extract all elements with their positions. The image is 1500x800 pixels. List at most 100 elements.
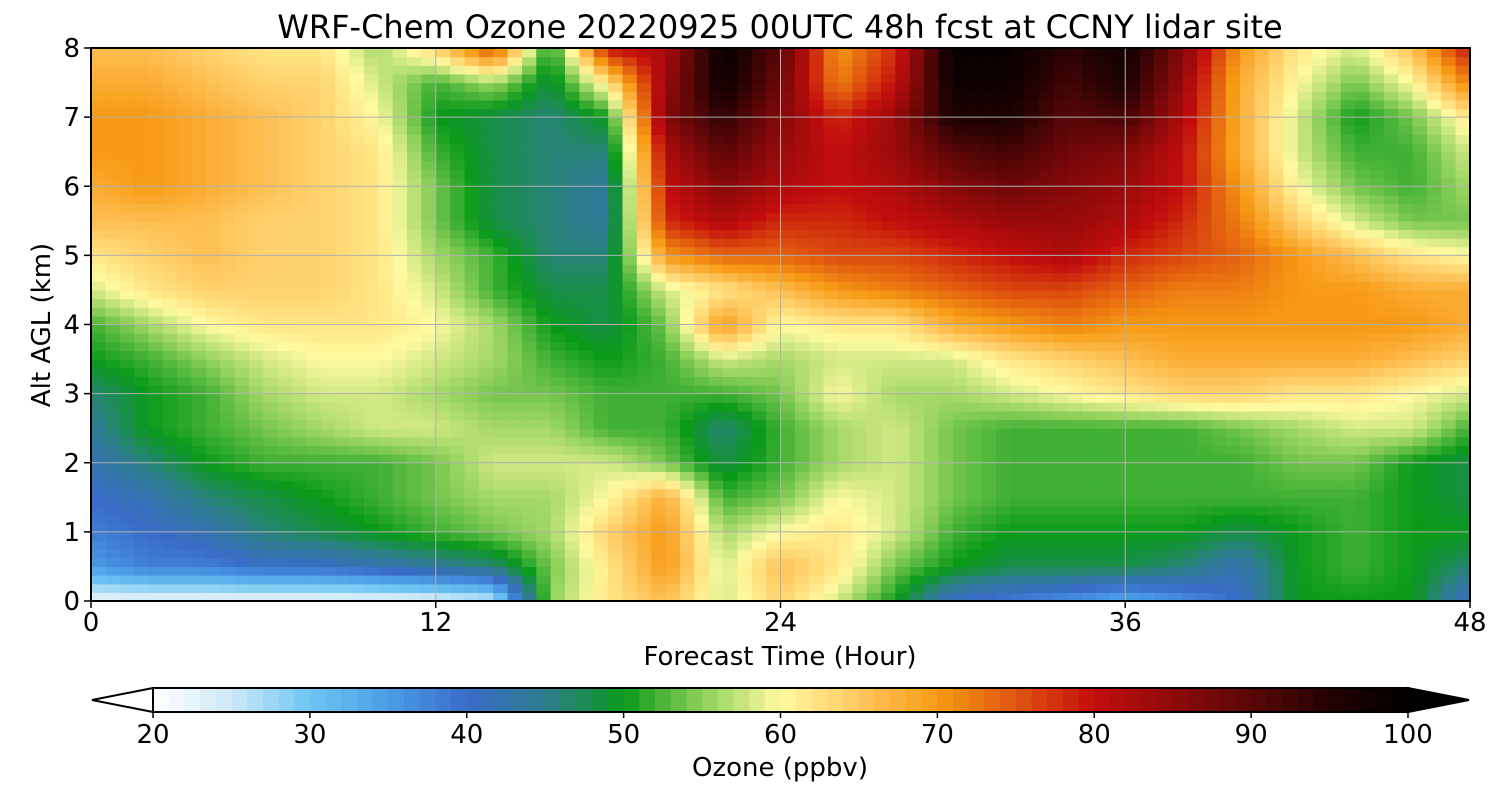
heatmap-cell bbox=[1082, 177, 1098, 187]
heatmap-cell bbox=[1441, 246, 1457, 256]
heatmap-cell bbox=[435, 462, 451, 472]
heatmap-cell bbox=[335, 255, 351, 265]
heatmap-cell bbox=[924, 341, 940, 352]
heatmap-cell bbox=[507, 194, 523, 205]
heatmap-cell bbox=[119, 497, 135, 507]
heatmap-cell bbox=[378, 255, 394, 265]
heatmap-cell bbox=[177, 419, 193, 429]
heatmap-cell bbox=[320, 393, 336, 403]
heatmap-cell bbox=[205, 246, 221, 256]
heatmap-cell bbox=[866, 497, 882, 507]
heatmap-cell bbox=[852, 419, 868, 429]
heatmap-cell bbox=[320, 575, 336, 585]
heatmap-cell bbox=[952, 359, 968, 369]
heatmap-cell bbox=[952, 315, 968, 326]
heatmap-cell bbox=[306, 186, 322, 196]
heatmap-cell bbox=[924, 203, 940, 213]
heatmap-cell bbox=[780, 186, 796, 196]
heatmap-cell bbox=[981, 505, 997, 516]
heatmap-cell bbox=[320, 454, 336, 464]
heatmap-cell bbox=[622, 454, 638, 464]
heatmap-cell bbox=[579, 281, 595, 291]
heatmap-cell bbox=[493, 194, 509, 205]
heatmap-cell bbox=[866, 194, 882, 205]
heatmap-cell bbox=[392, 531, 408, 542]
heatmap-cell bbox=[119, 220, 135, 231]
heatmap-cell bbox=[1254, 186, 1270, 196]
heatmap-cell bbox=[1254, 264, 1270, 274]
heatmap-cell bbox=[895, 471, 911, 481]
heatmap-cell bbox=[723, 376, 738, 386]
heatmap-cell bbox=[507, 384, 523, 395]
heatmap-cell bbox=[134, 143, 150, 153]
heatmap-cell bbox=[1340, 324, 1356, 334]
heatmap-cell bbox=[191, 557, 207, 568]
heatmap-cell bbox=[909, 497, 925, 507]
heatmap-cell bbox=[665, 359, 681, 369]
heatmap-cell bbox=[1355, 220, 1371, 231]
heatmap-cell bbox=[263, 333, 279, 343]
heatmap-cell bbox=[550, 384, 566, 395]
heatmap-cell bbox=[608, 557, 624, 568]
heatmap-cell bbox=[1398, 402, 1414, 412]
heatmap-cell bbox=[981, 480, 997, 490]
heatmap-cell bbox=[1096, 575, 1112, 585]
heatmap-cell bbox=[636, 393, 652, 403]
heatmap-cell bbox=[636, 454, 652, 464]
heatmap-cell bbox=[694, 264, 710, 274]
heatmap-cell bbox=[593, 384, 609, 395]
heatmap-cell bbox=[1053, 151, 1069, 161]
heatmap-cell bbox=[292, 376, 308, 386]
heatmap-cell bbox=[249, 186, 264, 196]
heatmap-cell bbox=[593, 462, 609, 472]
heatmap-cell bbox=[708, 168, 724, 179]
heatmap-cell bbox=[995, 315, 1011, 326]
heatmap-cell bbox=[378, 246, 394, 256]
heatmap-cell bbox=[148, 264, 164, 274]
heatmap-cell bbox=[464, 151, 480, 161]
heatmap-cell bbox=[421, 592, 437, 602]
heatmap-cell bbox=[1369, 575, 1385, 585]
heatmap-cell bbox=[1197, 238, 1213, 248]
heatmap-cell bbox=[464, 350, 480, 360]
heatmap-cell bbox=[636, 168, 652, 179]
heatmap-cell bbox=[924, 289, 940, 300]
heatmap-cell bbox=[306, 566, 322, 576]
heatmap-cell bbox=[1398, 194, 1414, 205]
heatmap-cell bbox=[1369, 160, 1385, 170]
heatmap-cell bbox=[119, 212, 135, 222]
heatmap-cell bbox=[1096, 384, 1112, 395]
heatmap-cell bbox=[435, 212, 451, 222]
heatmap-cell bbox=[234, 488, 250, 498]
heatmap-cell bbox=[1240, 583, 1256, 593]
heatmap-cell bbox=[723, 229, 738, 239]
heatmap-cell bbox=[565, 454, 580, 464]
heatmap-cell bbox=[1283, 540, 1299, 550]
heatmap-cell bbox=[407, 540, 422, 550]
heatmap-cell bbox=[809, 281, 825, 291]
heatmap-cell bbox=[119, 393, 135, 403]
heatmap-cell bbox=[952, 203, 968, 213]
heatmap-cell bbox=[363, 168, 379, 179]
heatmap-cell bbox=[349, 540, 365, 550]
heatmap-cell bbox=[780, 436, 796, 447]
heatmap-cell bbox=[1340, 428, 1356, 438]
heatmap-cell bbox=[407, 583, 422, 593]
heatmap-cell bbox=[407, 480, 422, 490]
heatmap-cell bbox=[220, 238, 236, 248]
heatmap-cell bbox=[1211, 549, 1227, 559]
heatmap-cell bbox=[1455, 436, 1471, 447]
heatmap-cell bbox=[349, 289, 365, 300]
heatmap-cell bbox=[1340, 505, 1356, 516]
heatmap-cell bbox=[852, 393, 868, 403]
heatmap-cell bbox=[234, 402, 250, 412]
heatmap-cell bbox=[852, 566, 868, 576]
heatmap-cell bbox=[622, 445, 638, 455]
heatmap-cell bbox=[1039, 497, 1055, 507]
heatmap-cell bbox=[1326, 281, 1342, 291]
heatmap-cell bbox=[622, 212, 638, 222]
heatmap-cell bbox=[234, 454, 250, 464]
heatmap-cell bbox=[1326, 393, 1342, 403]
heatmap-cell bbox=[723, 523, 738, 533]
heatmap-cell bbox=[119, 341, 135, 352]
